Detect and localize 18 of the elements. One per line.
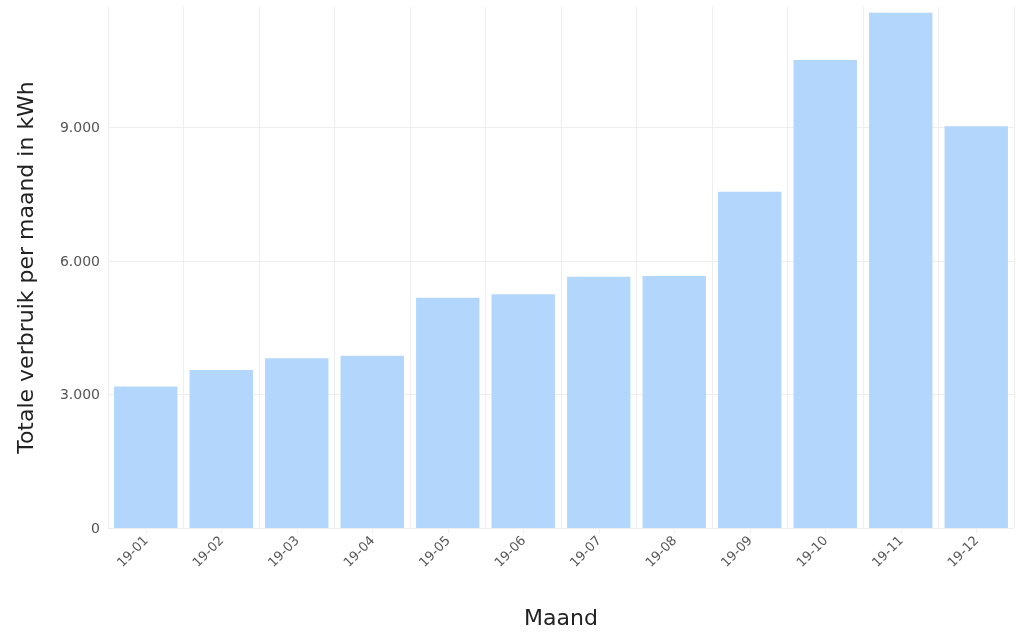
y-tick-label: 9.000 [59,119,100,136]
bar [114,386,178,528]
bar [265,358,329,528]
bar [642,275,706,528]
bar [567,276,631,528]
bar [491,294,555,528]
bar [793,59,857,528]
y-tick-label: 3.000 [59,386,100,403]
bar [340,355,404,528]
y-tick-label: 6.000 [59,252,100,269]
bar [189,369,253,528]
y-axis-title: Totale verbruik per maand in kWh [12,81,38,455]
y-tick-label: 0 [91,520,100,536]
bar [944,126,1008,528]
bar [718,191,782,528]
bar [869,12,933,528]
x-axis-title: Maand [524,604,598,630]
bar [416,297,480,528]
